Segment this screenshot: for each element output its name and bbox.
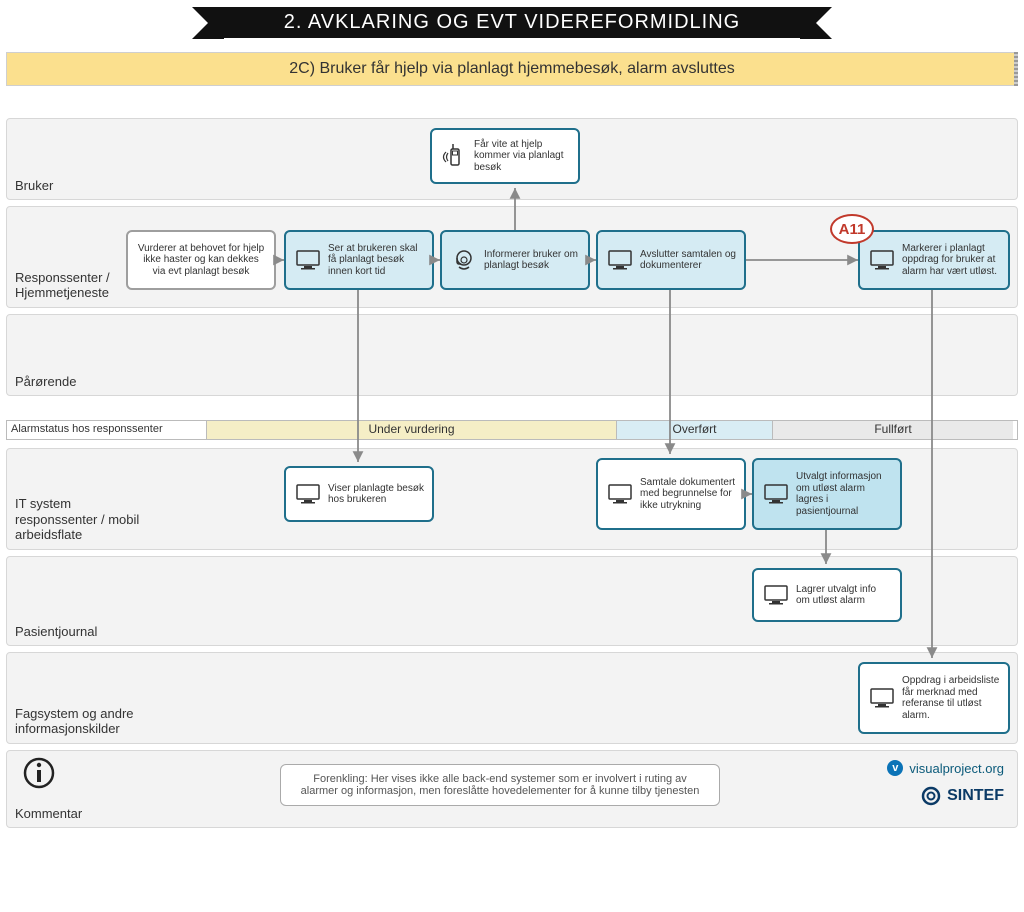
info-icon bbox=[22, 756, 56, 798]
lane-parorende: Pårørende bbox=[6, 314, 1018, 396]
header-ribbon: 2. AVKLARING OG EVT VIDEREFORMIDLING bbox=[0, 6, 1024, 38]
box-b_vurderer: Vurderer at behovet for hjelp ikke haste… bbox=[126, 230, 276, 290]
brand-visualproject: vvisualproject.org bbox=[887, 760, 1004, 776]
box-b_fag_oppdrag: Oppdrag i arbeidsliste får merknad med r… bbox=[858, 662, 1010, 734]
lane-label: Pårørende bbox=[15, 374, 76, 389]
box-b_markerer: Markerer i planlagt oppdrag for bruker a… bbox=[858, 230, 1010, 290]
monitor-icon bbox=[606, 246, 634, 274]
box-b_it_utvalgt: Utvalgt informasjon om utløst alarm lagr… bbox=[752, 458, 902, 530]
monitor-icon bbox=[868, 246, 896, 274]
status-label: Alarmstatus hos responssenter bbox=[7, 421, 207, 439]
box-text: Avslutter samtalen og dokumenterer bbox=[640, 249, 736, 272]
monitor-icon bbox=[868, 684, 896, 712]
box-text: Vurderer at behovet for hjelp ikke haste… bbox=[136, 243, 266, 278]
monitor-icon bbox=[294, 480, 322, 508]
lane-label: IT system responssenter / mobil arbeidsf… bbox=[15, 496, 155, 543]
box-text: Viser planlagte besøk hos brukeren bbox=[328, 483, 424, 506]
box-text: Lagrer utvalgt info om utløst alarm bbox=[796, 584, 892, 607]
monitor-icon bbox=[294, 246, 322, 274]
box-b_informerer: Informerer bruker om planlagt besøk bbox=[440, 230, 590, 290]
walkie-icon bbox=[440, 142, 468, 170]
box-b_pj_lagrer: Lagrer utvalgt info om utløst alarm bbox=[752, 568, 902, 622]
box-b_bruker_info: Får vite at hjelp kommer via planlagt be… bbox=[430, 128, 580, 184]
box-text: Får vite at hjelp kommer via planlagt be… bbox=[474, 139, 570, 174]
lane-label: Bruker bbox=[15, 178, 53, 193]
footer-note: Forenkling: Her vises ikke alle back-end… bbox=[280, 764, 720, 806]
status-seg-1: Overført bbox=[617, 421, 773, 439]
status-seg-2: Fullført bbox=[773, 421, 1013, 439]
status-seg-0: Under vurdering bbox=[207, 421, 617, 439]
lane-label: Pasientjournal bbox=[15, 624, 97, 639]
box-b_it_viser: Viser planlagte besøk hos brukeren bbox=[284, 466, 434, 522]
box-b_ser: Ser at brukeren skal få planlagt besøk i… bbox=[284, 230, 434, 290]
subheader-edge bbox=[1014, 52, 1018, 86]
monitor-icon bbox=[762, 581, 790, 609]
box-text: Informerer bruker om planlagt besøk bbox=[484, 249, 580, 272]
headset-icon bbox=[450, 246, 478, 274]
brand-sintef: SINTEF bbox=[921, 786, 1004, 806]
box-text: Markerer i planlagt oppdrag for bruker a… bbox=[902, 243, 1000, 278]
box-text: Samtale dokumentert med begrunnelse for … bbox=[640, 477, 736, 512]
box-text: Utvalgt informasjon om utløst alarm lagr… bbox=[796, 471, 892, 517]
box-text: Oppdrag i arbeidsliste får merknad med r… bbox=[902, 675, 1000, 721]
box-b_avslutter: Avslutter samtalen og dokumenterer bbox=[596, 230, 746, 290]
subheader-title: 2C) Bruker får hjelp via planlagt hjemme… bbox=[289, 60, 735, 78]
monitor-icon bbox=[606, 480, 634, 508]
status-row: Alarmstatus hos responssenter Under vurd… bbox=[6, 420, 1018, 440]
monitor-icon bbox=[762, 480, 790, 508]
box-text: Ser at brukeren skal få planlagt besøk i… bbox=[328, 243, 424, 278]
subheader-band: 2C) Bruker får hjelp via planlagt hjemme… bbox=[6, 52, 1018, 86]
lane-label: Kommentar bbox=[15, 806, 82, 821]
lane-label: Responssenter / Hjemmetjeneste bbox=[15, 270, 135, 301]
box-b_it_samtale: Samtale dokumentert med begrunnelse for … bbox=[596, 458, 746, 530]
header-title: 2. AVKLARING OG EVT VIDEREFORMIDLING bbox=[224, 7, 800, 38]
lane-label: Fagsystem og andre informasjonskilder bbox=[15, 706, 195, 737]
badge-a11: A11 bbox=[830, 214, 874, 244]
